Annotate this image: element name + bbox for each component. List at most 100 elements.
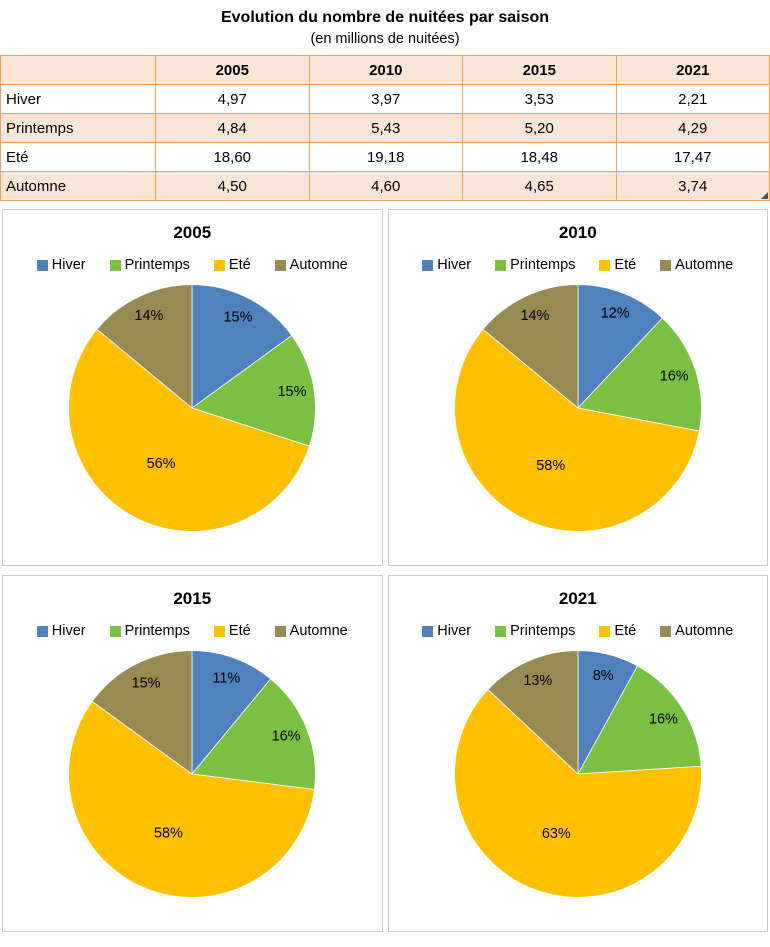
legend-item-automne: Automne [274, 623, 348, 639]
legend-item-automne: Automne [274, 257, 348, 273]
chart-title: 2010 [558, 223, 597, 242]
legend-item-hiver: Hiver [422, 257, 471, 273]
legend-item-eté: Eté [599, 257, 636, 273]
pie-chart-2005: 15% 15% 56% 14% [68, 284, 316, 532]
legend-label: Printemps [510, 623, 576, 639]
table-header-row: 2005 2010 2015 2021 [0, 55, 770, 85]
pie-label-eté: 63% [542, 826, 571, 842]
table-subtitle: (en millions de nuitées) [310, 31, 460, 47]
legend-item-eté: Eté [213, 257, 251, 273]
cell-printemps-2010: 5,43 [308, 113, 463, 143]
legend-swatch-icon [109, 259, 121, 271]
legend-label: Automne [289, 257, 348, 273]
cell-hiver-2005: 4,97 [155, 84, 310, 114]
legend-label: Hiver [51, 257, 86, 273]
pie-slice-printemps [191, 334, 316, 447]
legend-item-printemps: Printemps [495, 257, 575, 273]
cell-hiver-2021: 2,21 [615, 84, 770, 114]
legend-label: Printemps [124, 623, 190, 639]
legend-label: Printemps [124, 257, 190, 273]
legend-swatch-icon [660, 259, 672, 271]
chart-legend: Hiver Printemps Eté Automne [36, 257, 348, 273]
legend-item-eté: Eté [213, 623, 251, 639]
legend-swatch-icon [213, 625, 225, 637]
legend-label: Automne [289, 623, 348, 639]
pie-label-automne: 13% [523, 673, 552, 689]
legend-swatch-icon [109, 625, 121, 637]
row-label-printemps: Printemps [0, 113, 156, 143]
cell-hiver-2010: 3,97 [308, 84, 463, 114]
pie-slice-eté [453, 688, 702, 898]
legend-item-hiver: Hiver [422, 623, 471, 639]
pie-label-eté: 58% [154, 825, 183, 841]
legend-label: Hiver [437, 257, 472, 273]
legend-swatch-icon [36, 259, 48, 271]
legend-item-hiver: Hiver [36, 623, 86, 639]
pie-label-hiver: 8% [592, 668, 613, 684]
legend-swatch-icon [599, 625, 611, 637]
pie-chart-2021: 8% 16% 63% 13% [453, 650, 702, 898]
chart-title: 2015 [173, 589, 212, 608]
col-header-2015: 2015 [462, 55, 617, 85]
cell-ete-2021: 17,47 [615, 142, 770, 172]
chart-legend: Hiver Printemps Eté Automne [36, 623, 348, 639]
legend-swatch-icon [213, 259, 225, 271]
pie-slice-hiver [191, 284, 293, 409]
legend-label: Eté [614, 623, 637, 639]
chart-legend: Hiver Printemps Eté Automne [422, 257, 733, 273]
legend-label: Automne [675, 257, 734, 273]
pie-chart-panel-2021: 2021 Hiver Printemps Eté Automne 8% 16% 63% 13… [387, 575, 768, 932]
table-title: Evolution du nombre de nuitées par saiso… [220, 9, 550, 26]
pie-label-hiver: 15% [224, 310, 253, 326]
legend-swatch-icon [274, 259, 286, 271]
legend-label: Eté [228, 623, 251, 639]
cell-printemps-2005: 4,84 [155, 113, 310, 143]
cell-automne-2015: 4,65 [462, 171, 617, 201]
row-label-hiver: Hiver [0, 84, 156, 114]
pie-label-hiver: 11% [213, 671, 241, 687]
pie-label-printemps: 15% [278, 384, 307, 400]
pie-label-automne: 14% [520, 308, 549, 324]
row-label-ete: Eté [0, 142, 156, 172]
pie-slice-eté [453, 328, 700, 532]
pie-label-eté: 56% [147, 456, 176, 472]
legend-swatch-icon [422, 259, 434, 271]
table-row: Hiver 4,97 3,97 3,53 2,21 [0, 84, 770, 114]
legend-item-printemps: Printemps [109, 257, 190, 273]
legend-label: Eté [614, 257, 637, 273]
pie-slice-hiver [191, 650, 272, 776]
pie-slice-automne [96, 284, 193, 409]
pie-slice-automne [482, 284, 579, 409]
cell-automne-2010: 4,60 [308, 171, 463, 201]
chart-title: 2021 [558, 589, 597, 608]
pie-label-hiver: 12% [600, 306, 629, 322]
table-row: Printemps 4,84 5,43 5,20 4,29 [0, 113, 770, 143]
season-table-block: Evolution du nombre de nuitées par saiso… [0, 0, 770, 201]
table-row: Automne 4,50 4,60 4,65 3,74 [0, 171, 770, 201]
table-row: Eté 18,60 19,18 18,48 17,47 [0, 142, 770, 172]
pie-label-eté: 58% [536, 458, 565, 474]
pie-slice-printemps [577, 665, 702, 775]
legend-item-automne: Automne [660, 257, 733, 273]
pie-chart-panel-2010: 2010 Hiver Printemps Eté Automne 12% 16% 58% 1… [387, 209, 768, 566]
pie-slice-eté [68, 328, 311, 532]
legend-swatch-icon [36, 625, 48, 637]
cell-ete-2010: 19,18 [308, 142, 463, 172]
legend-swatch-icon [660, 625, 672, 637]
legend-label: Printemps [510, 257, 576, 273]
pie-chart-2015: 11% 16% 58% 15% [68, 650, 317, 898]
legend-swatch-icon [422, 625, 434, 637]
pie-slice-hiver [577, 284, 663, 409]
pie-slice-printemps [191, 678, 317, 790]
pie-chart-panel-2005: 2005 Hiver Printemps Eté Automne 15% 15% 56% 1… [2, 209, 383, 566]
pie-chart-2010: 12% 16% 58% 14% [453, 284, 702, 532]
season-table: 2005 2010 2015 2021 Hiver 4,97 3,97 3,53… [0, 55, 770, 201]
cell-automne-2021: 3,74 [615, 171, 770, 201]
pie-charts-grid: 2005 Hiver Printemps Eté Automne 15% 15% 56% 1… [0, 209, 770, 932]
col-header-2005: 2005 [155, 55, 310, 85]
cell-hiver-2015: 3,53 [462, 84, 617, 114]
legend-item-hiver: Hiver [36, 257, 86, 273]
row-label-automne: Automne [0, 171, 156, 201]
col-header-2021: 2021 [615, 55, 770, 85]
cell-printemps-2021: 4,29 [615, 113, 770, 143]
